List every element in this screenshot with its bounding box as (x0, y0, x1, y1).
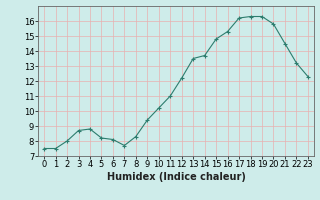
X-axis label: Humidex (Indice chaleur): Humidex (Indice chaleur) (107, 172, 245, 182)
